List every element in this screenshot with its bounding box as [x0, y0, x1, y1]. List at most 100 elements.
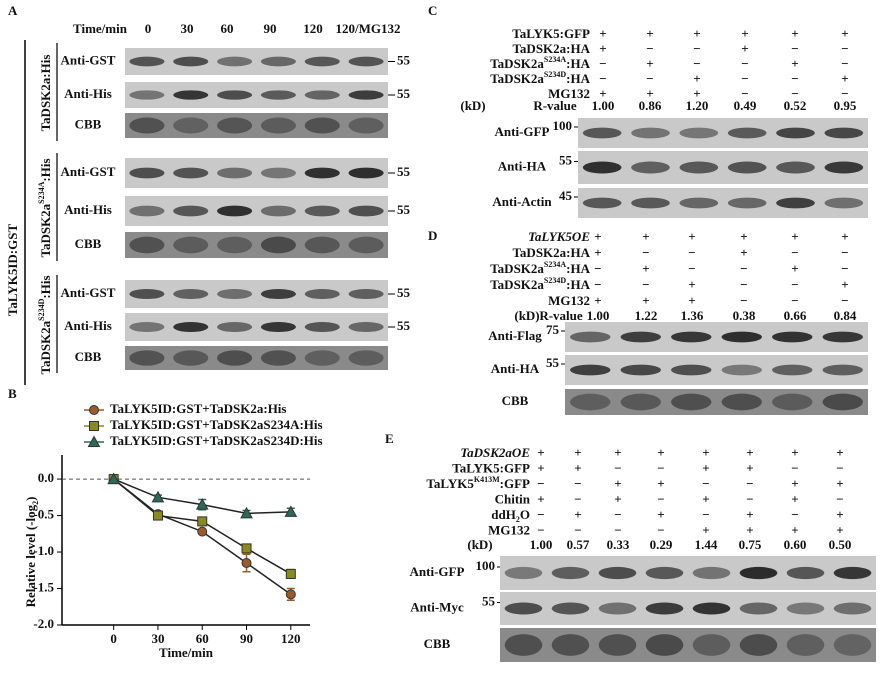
label-part: TaDSK2a	[490, 71, 544, 86]
sign: −	[599, 56, 606, 71]
band	[129, 350, 165, 366]
label-part: MG132	[548, 86, 590, 101]
blot	[125, 48, 388, 75]
legend-label: TaLYK5ID:GST+TaDSK2a:His	[110, 401, 286, 416]
label-part: TaDSK2a	[38, 77, 53, 131]
band	[217, 288, 253, 300]
band	[822, 331, 863, 343]
condition-label: TaLYK5:GFP	[512, 26, 590, 41]
sign: −	[574, 491, 581, 506]
subscript: 2	[516, 515, 520, 524]
superscript: S234D	[37, 298, 46, 320]
sign: −	[657, 460, 664, 475]
sign: +	[599, 41, 606, 56]
point	[151, 490, 165, 503]
size-marker: 55	[546, 355, 560, 370]
band	[833, 634, 872, 656]
condition-label: MG132	[548, 293, 590, 308]
r-value: 0.29	[650, 537, 673, 552]
band	[786, 602, 825, 615]
sign: +	[688, 277, 695, 292]
blot	[125, 232, 388, 258]
band	[260, 288, 296, 300]
superscript: S234A	[544, 260, 566, 269]
band	[173, 321, 209, 333]
band	[348, 117, 384, 134]
superscript: S234A	[544, 55, 566, 64]
blot	[125, 196, 388, 226]
band	[822, 364, 863, 376]
band	[721, 331, 762, 343]
band	[598, 566, 637, 580]
band	[598, 602, 637, 615]
r-value: 0.75	[739, 537, 762, 552]
blot-label: Anti-GFP	[410, 564, 465, 579]
time: 90	[264, 21, 277, 36]
legend-label: TaLYK5ID:GST+TaDSK2aS234A:His	[110, 417, 323, 432]
band	[129, 236, 165, 254]
sign: −	[841, 41, 848, 56]
band	[671, 393, 712, 411]
legend-label: TaLYK5ID:GST+TaDSK2aS234D:His	[110, 433, 323, 448]
band	[582, 197, 622, 209]
condition-label: TaDSK2aS234D:HA	[490, 276, 590, 292]
point	[241, 557, 252, 568]
condition-label: MG132	[488, 522, 530, 537]
sign: −	[791, 460, 798, 475]
blot	[565, 355, 868, 385]
sign: +	[646, 86, 653, 101]
sign: +	[791, 261, 798, 276]
band	[721, 393, 762, 411]
sign: +	[791, 445, 798, 460]
band	[822, 393, 863, 411]
band	[570, 331, 611, 343]
label-part: TaDSK2a:HA	[512, 245, 590, 260]
band	[304, 288, 340, 300]
blot	[125, 82, 388, 108]
legend-marker	[87, 435, 101, 447]
blot-label: Anti-HA	[498, 158, 547, 173]
sign: −	[693, 56, 700, 71]
sign: +	[702, 445, 709, 460]
sign: −	[791, 245, 798, 260]
r-value: 1.20	[686, 98, 709, 113]
band	[129, 90, 165, 100]
sign: −	[594, 277, 601, 292]
size-marker: 55	[397, 164, 411, 179]
band	[776, 197, 815, 209]
band	[786, 566, 825, 580]
label-part: TaDSK2a	[38, 203, 53, 257]
band	[348, 321, 384, 333]
band	[260, 117, 296, 134]
sign: +	[841, 277, 848, 292]
sign: +	[836, 445, 843, 460]
size-marker: 55	[482, 593, 496, 608]
r-label: R-value	[539, 308, 583, 323]
band	[348, 167, 384, 179]
band	[551, 602, 590, 615]
point	[285, 589, 296, 600]
label-part: Chitin	[495, 491, 531, 506]
x-tick-label: 0	[110, 631, 117, 646]
superscript: S234A	[37, 181, 46, 203]
band	[129, 56, 165, 67]
sign: −	[702, 476, 709, 491]
label-part: :HA	[566, 56, 590, 71]
band	[833, 602, 872, 615]
band	[217, 350, 253, 366]
sign: −	[841, 293, 848, 308]
sign: −	[836, 491, 843, 506]
label-part: MG132	[548, 293, 590, 308]
label-part: ddH	[491, 507, 516, 522]
sign: −	[841, 86, 848, 101]
condition-label: TaLYK5K413M:GFP	[426, 475, 530, 491]
label-part: :HA	[566, 71, 590, 86]
band	[304, 56, 340, 67]
sign: −	[642, 277, 649, 292]
sign: +	[688, 293, 695, 308]
band	[304, 117, 340, 134]
size-marker: 55	[397, 86, 411, 101]
subscript: 2	[31, 501, 40, 505]
r-value: 0.49	[734, 98, 757, 113]
